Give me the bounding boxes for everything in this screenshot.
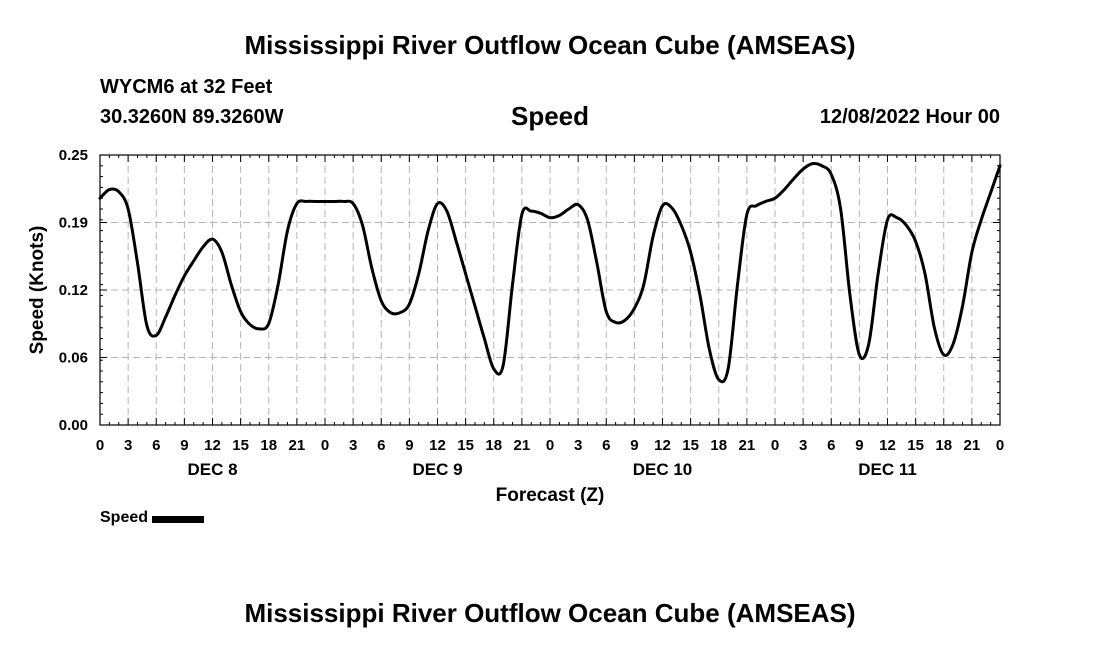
x-tick-label: 9 [405, 437, 413, 454]
x-tick-label: 3 [799, 437, 807, 454]
x-tick-label: 12 [429, 437, 446, 454]
y-tick-label: 0.25 [59, 147, 88, 164]
x-tick-label: 0 [96, 437, 104, 454]
x-tick-label: 18 [935, 437, 952, 454]
x-tick-label: 18 [260, 437, 277, 454]
x-tick-label: 12 [879, 437, 896, 454]
x-tick-label: 3 [349, 437, 357, 454]
day-label: DEC 9 [412, 460, 462, 479]
grid-lines [100, 155, 1000, 425]
chart-heading: Speed [510, 101, 590, 131]
x-tick-label: 12 [204, 437, 221, 454]
legend-label: Speed [100, 509, 149, 526]
x-tick-label: 15 [682, 437, 699, 454]
series-layer [98, 161, 1002, 384]
x-tick-label: 0 [996, 437, 1004, 454]
legend-swatch [152, 515, 205, 523]
x-axis-label: Forecast (Z) [496, 485, 605, 506]
x-tick-label: 21 [289, 437, 306, 454]
x-tick-label: 0 [771, 437, 779, 454]
station-label: WYCM6 at 32 Feet [100, 76, 273, 98]
y-tick-label: 0.06 [59, 350, 88, 367]
legend: Speed [100, 509, 205, 527]
series-line-speed [98, 161, 1002, 384]
plot-frame [99, 154, 1001, 426]
x-tick-label: 3 [574, 437, 582, 454]
coordinates-label: 30.3260N 89.3260W [100, 106, 284, 128]
chart-title: Mississippi River Outflow Ocean Cube (AM… [244, 30, 856, 60]
x-tick-label: 21 [964, 437, 981, 454]
x-tick-label: 9 [630, 437, 638, 454]
x-tick-label: 3 [124, 437, 132, 454]
x-tick-label: 15 [907, 437, 924, 454]
day-label: DEC 8 [187, 460, 237, 479]
x-tick-label: 9 [855, 437, 863, 454]
x-tick-label: 9 [180, 437, 188, 454]
axis-labels: Forecast (Z) Speed (Knots) 0 3 6 9 12 15 18 21 0… [27, 147, 1004, 506]
x-tick-label: 15 [232, 437, 249, 454]
y-axis-label: Speed (Knots) [27, 226, 48, 355]
x-tick-label: 6 [377, 437, 385, 454]
x-tick-label: 18 [710, 437, 727, 454]
x-tick-label: 0 [321, 437, 329, 454]
x-tick-label: 18 [485, 437, 502, 454]
day-label: DEC 11 [858, 460, 917, 479]
x-tick-label: 6 [827, 437, 835, 454]
x-tick-label: 21 [514, 437, 531, 454]
x-tick-label: 15 [457, 437, 474, 454]
x-tick-label: 12 [654, 437, 671, 454]
x-tick-label: 21 [739, 437, 756, 454]
x-tick-label: 0 [546, 437, 554, 454]
x-tick-label: 6 [602, 437, 610, 454]
y-tick-label: 0.00 [59, 417, 88, 434]
y-tick-label: 0.12 [59, 282, 88, 299]
datestamp-label: 12/08/2022 Hour 00 [819, 106, 1000, 128]
y-tick-label: 0.19 [59, 215, 88, 232]
day-label: DEC 10 [633, 460, 693, 479]
x-tick-label: 6 [152, 437, 160, 454]
footer-title: Mississippi River Outflow Ocean Cube (AM… [244, 598, 856, 628]
